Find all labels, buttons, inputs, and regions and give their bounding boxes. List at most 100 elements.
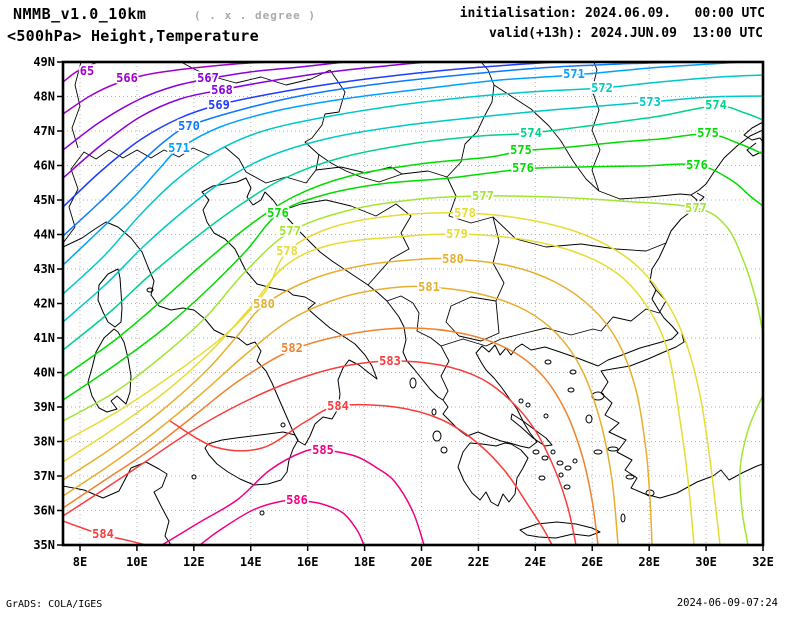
island [409,377,417,389]
coastline [600,333,763,499]
contour-line-567 [63,62,346,151]
contour-line-583 [63,360,577,545]
lon-tick-label: 10E [126,555,148,569]
lat-tick-label: 49N [33,55,55,69]
resolution-note: ( . x . degree ) [194,9,316,22]
coastline [746,142,762,157]
island [525,402,531,408]
country-border [71,62,82,149]
contour-line-574 [63,105,763,351]
lat-tick-label: 40N [33,366,55,380]
contour-line-565 [63,62,98,83]
axis-layer: 8E 10E 12E 14E 16E 18E 20E 22E 24E 26E 28E 30E 32E 49… [33,55,774,569]
island [585,414,593,424]
valid-date: 2024.JUN.09 [590,26,677,41]
lat-tick-label: 36N [33,504,55,518]
country-border [445,176,505,342]
contour-line-581 [63,285,619,545]
lon-tick-label: 28E [638,555,660,569]
island [440,446,448,454]
island [572,458,578,464]
contour-label-577: 577 [472,189,494,203]
contour-label-566: 566 [116,71,138,85]
island [564,465,572,471]
contour-line-571 [63,62,743,266]
lon-tick-label: 14E [240,555,262,569]
contour-label-574: 574 [520,126,542,140]
contour-label-583: 583 [379,354,401,368]
contour-label-569: 569 [208,98,230,112]
country-border [493,84,692,200]
contour-label-567: 567 [197,71,219,85]
island [431,408,437,416]
contour-label-573: 573 [639,95,661,109]
coastline [510,413,553,447]
lon-tick-label: 30E [695,555,717,569]
island [607,446,619,452]
level-variables-title: <500hPa> Height,Temperature [7,27,259,45]
country-border [304,62,495,183]
island [544,359,552,365]
contour-label-584: 584 [92,527,114,541]
lat-tick-label: 37N [33,469,55,483]
contour-label-568: 568 [211,83,233,97]
island [538,475,546,481]
contour-line-568 [63,62,429,179]
contour-label-570: 570 [178,119,200,133]
model-title: NMMB_v1.0_10km [13,5,147,23]
island [543,413,549,419]
contour-label-578: 578 [276,244,298,258]
island [432,430,442,442]
contour-line-584 [169,403,553,545]
lat-tick-label: 39N [33,400,55,414]
island [567,387,575,393]
island [558,472,564,478]
init-date: 2024.06.09. [584,6,672,21]
contour-line-576 [63,163,763,401]
island [191,474,197,480]
lon-tick-label: 18E [354,555,376,569]
contour-label-577: 577 [685,201,707,215]
contour-label-579: 579 [446,227,468,241]
contour-label-578: 578 [454,206,476,220]
island [280,422,286,428]
contour-label-586: 586 [286,493,308,507]
contour-label-571: 571 [563,67,585,81]
initialisation-line: initialisation: 2024.06.09. 00:00 UTC [460,6,765,21]
island [625,474,635,480]
grads-credit: GrADS: COLA/IGES [6,599,103,610]
contour-line-570 [63,62,689,237]
contour-label-580: 580 [442,252,464,266]
coastline [63,177,599,449]
lon-tick-label: 8E [73,555,87,569]
coastline [87,328,132,413]
valid-line: valid(+13h): 2024.JUN.09 13:00 UTC [489,26,763,41]
island [518,398,524,404]
country-border [386,295,450,401]
coastline [457,442,529,507]
contour-label-576: 576 [512,161,534,175]
island [593,449,603,455]
lat-tick-label: 46N [33,159,55,173]
contour-label-585: 585 [312,443,334,457]
island [532,449,540,455]
lat-tick-label: 41N [33,331,55,345]
creation-timestamp: 2024-06-09-07:24 [676,597,778,609]
contour-line-573 [63,95,763,323]
contour-line-569 [63,62,557,208]
contour-line-584 [63,520,147,545]
lat-tick-label: 38N [33,435,55,449]
coastline-layer [63,62,763,545]
country-border [180,62,331,86]
lat-tick-label: 43N [33,262,55,276]
island [620,513,626,523]
valid-time: 13:00 UTC [692,26,763,41]
island [556,460,564,466]
contour-label-576: 576 [267,206,289,220]
contour-line-582 [63,327,599,545]
contour-label-574: 574 [705,98,727,112]
lat-tick-label: 48N [33,90,55,104]
contour-label-577: 577 [279,224,301,238]
valid-label: valid(+13h): [489,26,583,41]
